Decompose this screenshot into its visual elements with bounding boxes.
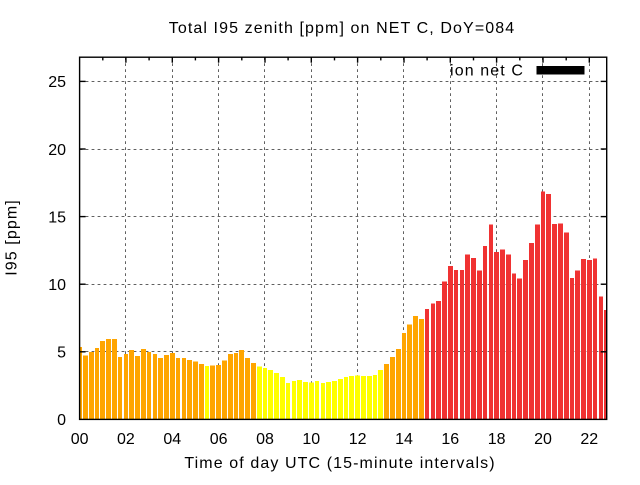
svg-text:22: 22 — [580, 431, 598, 448]
svg-text:18: 18 — [488, 431, 506, 448]
svg-text:Time of day UTC (15-minute int: Time of day UTC (15-minute intervals) — [184, 455, 495, 472]
svg-text:06: 06 — [210, 431, 228, 448]
svg-text:14: 14 — [395, 431, 413, 448]
svg-text:5: 5 — [57, 345, 66, 362]
svg-text:12: 12 — [349, 431, 367, 448]
svg-text:02: 02 — [117, 431, 135, 448]
svg-text:Total I95 zenith [ppm] on NET: Total I95 zenith [ppm] on NET C, DoY=084 — [169, 20, 516, 37]
svg-text:0: 0 — [57, 412, 66, 429]
svg-text:10: 10 — [302, 431, 320, 448]
svg-text:00: 00 — [71, 431, 89, 448]
svg-text:15: 15 — [48, 209, 66, 226]
svg-text:20: 20 — [48, 142, 66, 159]
svg-text:16: 16 — [441, 431, 459, 448]
svg-text:08: 08 — [256, 431, 274, 448]
svg-text:I95 [ppm]: I95 [ppm] — [4, 199, 21, 276]
svg-text:25: 25 — [48, 74, 66, 91]
svg-text:ion net C: ion net C — [450, 63, 524, 80]
svg-text:20: 20 — [534, 431, 552, 448]
svg-text:04: 04 — [163, 431, 181, 448]
svg-text:10: 10 — [48, 277, 66, 294]
